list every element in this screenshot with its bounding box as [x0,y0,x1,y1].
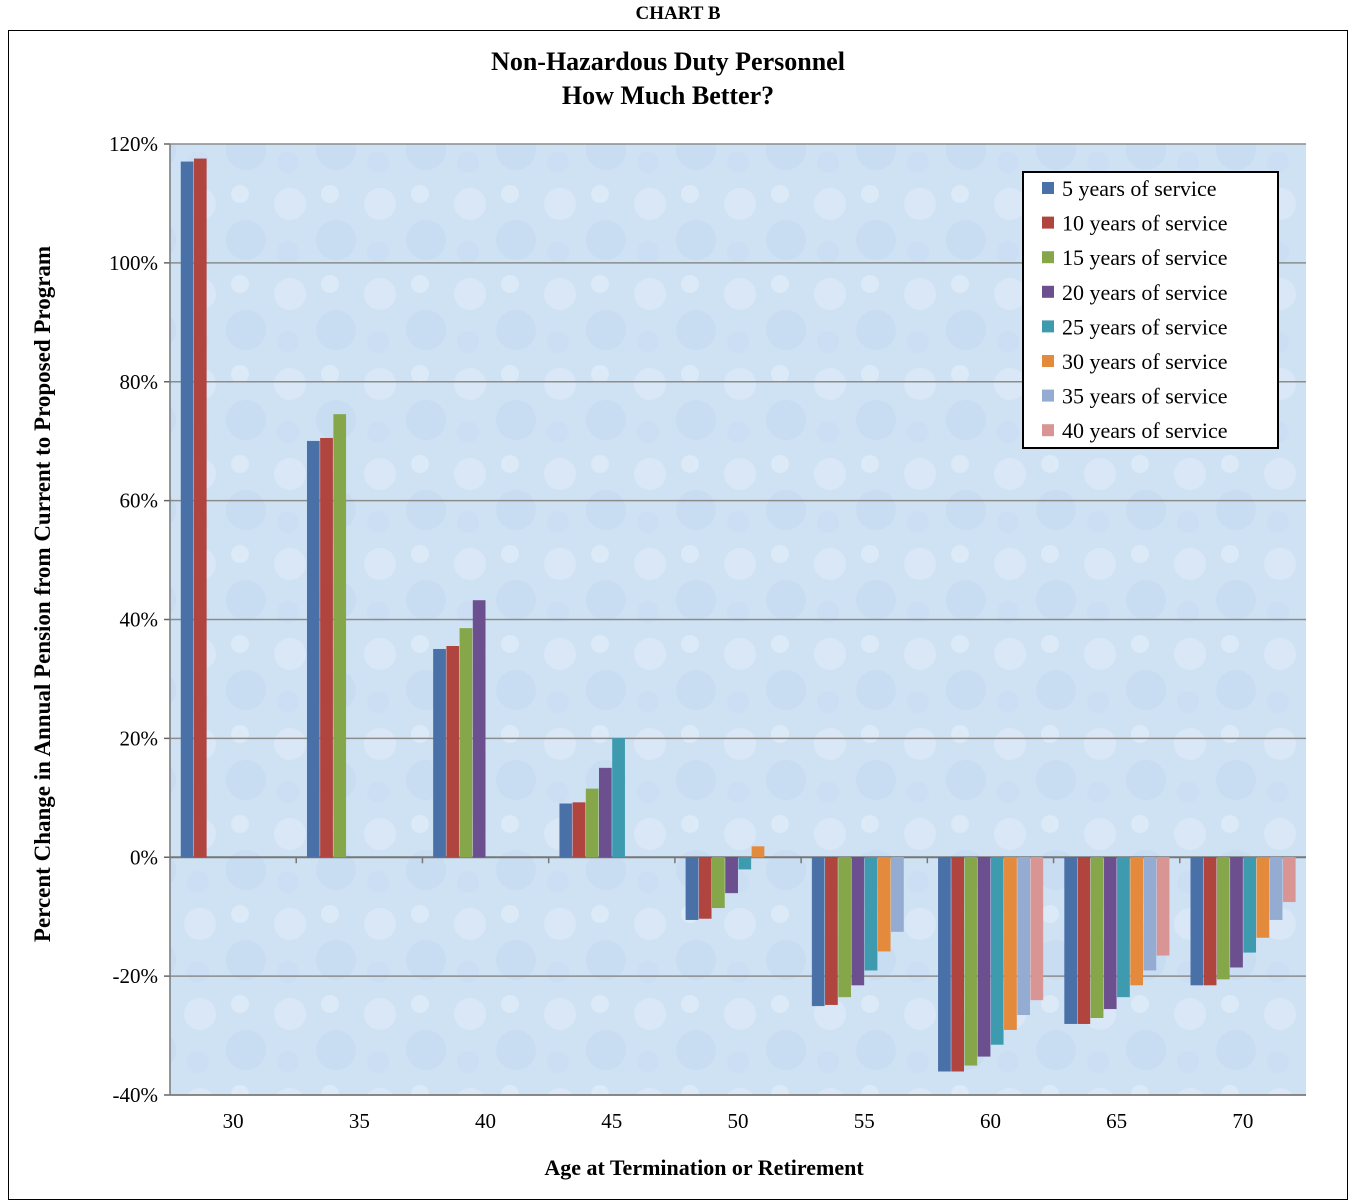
y-tick-label: 60% [120,489,159,513]
bar [990,857,1004,1045]
bar [306,440,320,858]
y-axis-ticks: -40% -20% 0% 20% 40% 60% 80% 100% 120% [109,132,1306,1107]
bar [446,645,460,858]
legend-swatch [1042,251,1054,264]
legend-swatch [1042,389,1054,402]
legend-swatch [1042,285,1054,298]
bar [1203,857,1217,986]
legend-swatch [1042,424,1054,437]
legend-swatch [1042,216,1054,229]
x-tick-label: 60 [980,1109,1001,1133]
bar [193,158,207,858]
bar [1090,857,1104,1018]
bar [320,437,333,858]
bar [838,857,851,998]
bar [698,857,712,919]
x-tick-label: 40 [475,1109,496,1133]
bar [725,857,738,894]
x-tick-label: 35 [349,1109,370,1133]
bar [712,857,725,909]
bar [811,857,825,1007]
x-axis-title: Age at Termination or Retirement [544,1155,864,1180]
legend-label: 25 years of service [1062,314,1228,339]
bar [1004,857,1017,1030]
bar [1064,857,1078,1024]
bar [964,857,978,1066]
bar [1017,857,1030,1016]
bar [1256,857,1270,938]
bar [951,857,964,1072]
bar [851,857,865,986]
legend: 5 years of service 10 years of service 15 … [1022,171,1279,449]
bar [864,857,878,971]
bar [1103,857,1117,1010]
bar [599,767,612,858]
bar [825,857,838,1005]
bar [1243,857,1257,953]
legend-swatch [1042,355,1054,367]
y-tick-label: 0% [130,845,158,869]
bar [180,161,194,858]
legend-box [1022,171,1279,449]
x-axis-ticks: 30 35 40 45 50 55 60 65 70 [223,857,1253,1133]
legend-label: 5 years of service [1062,176,1217,201]
bar [1130,857,1144,986]
bar [1230,857,1243,968]
bar [559,803,573,858]
bar [685,857,699,920]
bar [1030,857,1044,1001]
x-tick-label: 55 [854,1109,875,1133]
bar [1190,857,1204,986]
y-tick-label: 100% [109,251,158,275]
legend-label: 15 years of service [1062,245,1228,270]
bar [333,414,347,858]
x-tick-label: 70 [1232,1109,1253,1133]
bar [1269,857,1283,920]
y-tick-label: 80% [120,370,159,394]
bar [1143,857,1157,971]
y-tick-label: -40% [113,1083,159,1107]
bar [459,628,473,858]
legend-swatch [1042,320,1054,333]
bar [938,857,951,1072]
bar [1077,857,1091,1024]
bar [977,857,991,1057]
bar [1216,857,1230,980]
bar [472,600,486,858]
bar [612,738,625,858]
bar [572,802,586,858]
y-tick-label: 120% [109,132,158,156]
chart-title: Non-Hazardous Duty Personnel [491,47,845,76]
bar [751,846,765,858]
y-tick-label: -20% [113,964,159,988]
bar [433,648,446,858]
legend-swatch [1042,182,1054,194]
legend-label: 40 years of service [1062,418,1228,443]
legend-label: 10 years of service [1062,211,1228,236]
y-tick-label: 40% [120,608,159,632]
y-tick-label: 20% [120,726,159,750]
chart-label: CHART B [635,3,721,24]
legend-label: 35 years of service [1062,384,1228,409]
legend-label: 30 years of service [1062,349,1228,374]
x-tick-label: 45 [601,1109,622,1133]
x-tick-label: 30 [223,1109,244,1133]
bar [891,857,904,932]
x-tick-label: 50 [728,1109,749,1133]
bars [180,158,1296,1072]
y-axis-title: Percent Change in Annual Pension from Cu… [30,246,55,942]
chart-subtitle: How Much Better? [562,81,774,110]
bar [1282,857,1296,903]
bar [1117,857,1130,998]
x-tick-label: 65 [1106,1109,1127,1133]
bar [738,857,752,870]
legend-label: 20 years of service [1062,280,1228,305]
bar [877,857,891,952]
bar [585,788,599,858]
bar [1156,857,1170,956]
